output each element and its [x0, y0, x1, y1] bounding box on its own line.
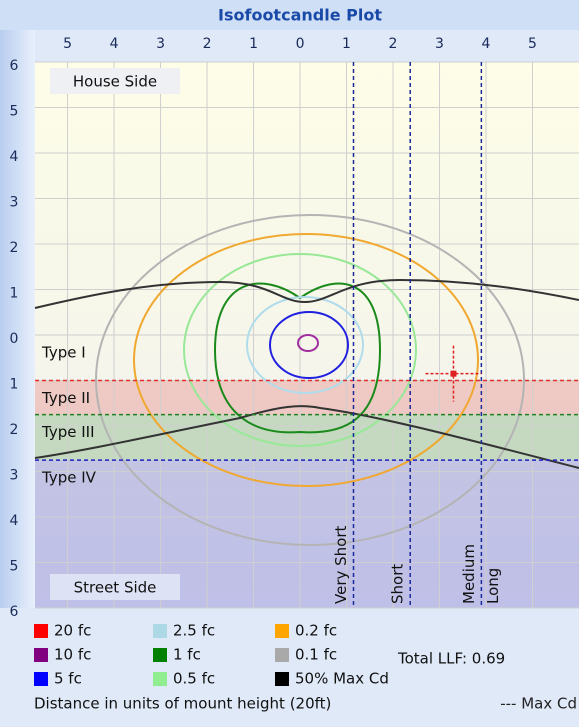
house-side-label: House Side: [73, 73, 157, 91]
x-tick-label: 1: [249, 36, 258, 52]
legend-label: 10 fc: [54, 646, 91, 664]
isoline-0-2: [133, 233, 479, 487]
y-tick-label: 1: [10, 377, 19, 393]
chart-title: Isofootcandle Plot: [218, 6, 382, 25]
x-tick-label: 5: [63, 36, 72, 52]
isoline-10: [297, 334, 319, 352]
isoline-0-5: [183, 253, 417, 447]
x-tick-label: 3: [435, 36, 444, 52]
max-cd-legend: --- Max Cd: [500, 695, 577, 713]
y-tick-label: 4: [10, 513, 19, 529]
x-tick-label: 5: [528, 36, 537, 52]
total-llf: Total LLF: 0.69: [397, 650, 505, 668]
street-side-box: [50, 574, 180, 600]
legend-label: 20 fc: [54, 622, 91, 640]
legend-swatch: [275, 648, 289, 662]
isoline-2-5: [246, 296, 364, 394]
legend-swatch: [153, 648, 167, 662]
legend-swatch: [275, 624, 289, 638]
y-tick-label: 3: [10, 468, 19, 484]
x-tick-label: 1: [342, 36, 351, 52]
legend-swatch: [275, 672, 289, 686]
legend-label: 0.5 fc: [173, 670, 215, 688]
max-cd-50: [34, 278, 579, 309]
legend-swatch: [153, 672, 167, 686]
y-tick-label: 5: [10, 104, 19, 120]
y-tick-label: 2: [10, 240, 19, 256]
house-side-box: [50, 68, 180, 94]
isoline-1: [213, 282, 382, 434]
y-tick-label: 6: [10, 58, 19, 74]
y-tick-label: 5: [10, 559, 19, 575]
y-tick-label: 1: [10, 286, 19, 302]
type-label: Type IV: [41, 469, 97, 487]
y-axis-bar: [0, 30, 35, 608]
legend-label: 1 fc: [173, 646, 201, 664]
type-label: Type I: [41, 344, 86, 362]
x-tick-label: 3: [156, 36, 165, 52]
distance-label: Very Short: [332, 525, 350, 604]
legend-swatch: [153, 624, 167, 638]
x-tick-label: 0: [296, 36, 305, 52]
isoline-5: [269, 311, 349, 379]
x-tick-label: 4: [110, 36, 119, 52]
legend-swatch: [34, 648, 48, 662]
x-tick-label: 2: [203, 36, 212, 52]
footer-label: Distance in units of mount height (20ft): [34, 695, 331, 713]
y-tick-label: 6: [10, 604, 19, 620]
legend-label: 5 fc: [54, 670, 82, 688]
y-tick-label: 0: [10, 331, 19, 347]
distance-label: Short: [389, 564, 407, 604]
legend-label: 0.1 fc: [295, 646, 337, 664]
y-tick-label: 3: [10, 195, 19, 211]
type-band: [35, 380, 579, 415]
legend-label: 2.5 fc: [173, 622, 215, 640]
legend-label: 0.2 fc: [295, 622, 337, 640]
x-tick-label: 2: [389, 36, 398, 52]
legend-swatch: [34, 672, 48, 686]
max-cd-point: [450, 370, 457, 377]
isoline-0-1: [95, 214, 525, 546]
y-tick-label: 4: [10, 149, 19, 165]
isolines: [34, 214, 579, 546]
legend-label: 50% Max Cd: [295, 670, 389, 688]
type-band: [35, 414, 579, 461]
x-tick-label: 4: [482, 36, 491, 52]
street-side-label: Street Side: [74, 579, 157, 597]
y-tick-label: 2: [10, 422, 19, 438]
distance-label: Long: [484, 568, 502, 604]
distance-label: Medium: [460, 544, 478, 604]
title-bar: [0, 0, 579, 30]
max-cd-50: [34, 405, 579, 469]
type-label: Type II: [41, 389, 90, 407]
legend-swatch: [34, 624, 48, 638]
type-label: Type III: [41, 423, 95, 441]
